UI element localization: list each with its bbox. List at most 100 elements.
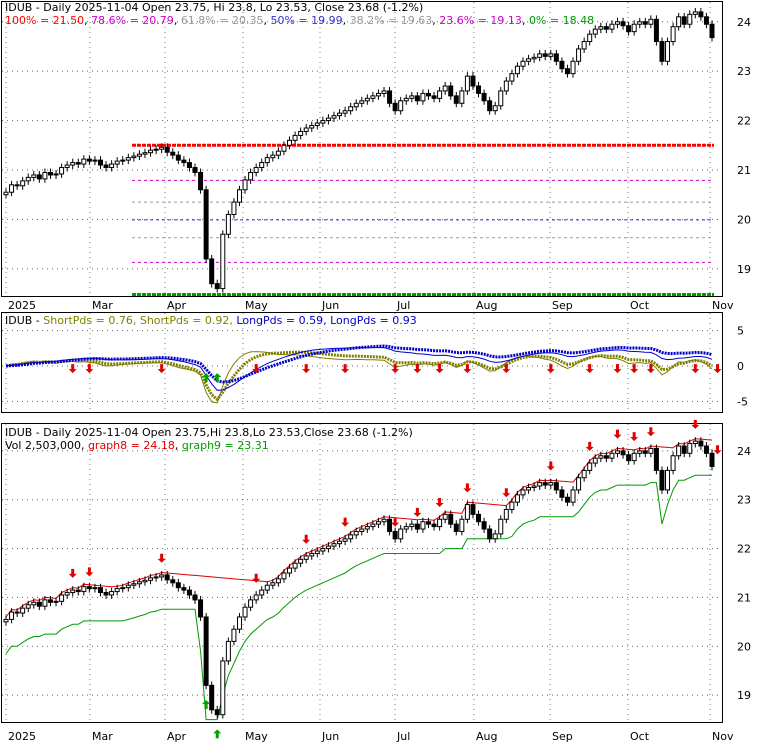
x-tick-label: Nov (712, 730, 734, 743)
buy-signal-arrow (202, 373, 211, 383)
sell-signal-arrow (613, 364, 622, 374)
price-candle (337, 112, 343, 117)
trend-candle (514, 494, 520, 503)
x-tick-label: May (245, 730, 268, 743)
trend-candle (231, 628, 237, 642)
price-tick-label: 21 (737, 164, 751, 177)
price-candle (409, 95, 415, 99)
trend-candle (498, 518, 504, 535)
trend-candle (3, 618, 9, 623)
trend-candle (620, 450, 626, 456)
trend-candle (159, 574, 165, 578)
shortpds-1-label: ShortPds = 0.76, (43, 314, 140, 327)
price-candle (548, 53, 554, 57)
trend-candle (64, 592, 70, 596)
longpds-1-label: LongPds = 0.59, (236, 314, 330, 327)
trend-candle (264, 584, 270, 591)
trend-candle (81, 586, 87, 593)
trend-candle (409, 523, 415, 528)
price-candle (170, 151, 176, 156)
price-candle (198, 171, 204, 191)
trend-candle (153, 576, 159, 579)
x-tick-label: Oct (630, 299, 650, 312)
price-candle (375, 92, 381, 97)
sell-signal-arrow (713, 364, 722, 374)
trend-candle (464, 504, 470, 520)
sell-signal-arrow (502, 488, 511, 498)
x-tick-label: 2025 (8, 730, 36, 743)
trend-candle (86, 586, 92, 590)
price-candle (676, 16, 682, 28)
price-candle (631, 23, 637, 33)
trend-tick-label: 22 (737, 543, 751, 556)
sell-signal-arrow (157, 364, 166, 374)
price-candle (203, 189, 209, 260)
trend-candle (36, 601, 42, 607)
price-tick-label: 20 (737, 213, 751, 226)
trend-candle (131, 583, 137, 586)
sell-signal-arrow (85, 567, 94, 577)
price-candle (609, 23, 615, 30)
price-candle (98, 159, 104, 166)
sell-signal-arrow (713, 445, 722, 455)
trend-candle (192, 594, 198, 601)
price-candle (459, 90, 465, 104)
price-candle (103, 164, 109, 169)
price-candle (331, 115, 337, 119)
trend-candle (453, 523, 459, 532)
price-candle (53, 173, 59, 176)
price-candle (42, 171, 48, 180)
price-candle (20, 180, 26, 187)
price-candle (153, 148, 159, 151)
trend-candle (14, 611, 20, 614)
price-candle (653, 18, 659, 43)
trend-candle (270, 582, 276, 586)
sell-signal-arrow (68, 568, 77, 578)
sell-signal-arrow (585, 364, 594, 374)
sell-signal-arrow (463, 364, 472, 374)
trend-candle (47, 599, 53, 603)
price-panel-title: IDUB - Daily 2025-11-04 Open 23.75, Hi 2… (5, 1, 423, 14)
x-axis-labels: 2025 2025 Mar Mar Apr Apr May May Jun Jun Jul Jul Au… (8, 299, 734, 743)
sell-signal-arrow (630, 432, 639, 442)
trend-candle (31, 601, 37, 606)
trend-candle (242, 606, 248, 618)
trend-candle (531, 485, 537, 489)
trend-candle (403, 526, 409, 530)
trend-candle (248, 599, 254, 608)
trend-candle (576, 477, 582, 491)
price-candle (453, 95, 459, 104)
trend-candle (214, 709, 220, 716)
trend-candle (425, 521, 431, 525)
x-tick-label: Jul (396, 299, 410, 312)
sell-signal-arrow (646, 364, 655, 374)
trend-candle (331, 543, 337, 547)
trend-candle (186, 589, 192, 596)
trend-candle (459, 518, 465, 532)
price-candle (159, 146, 165, 150)
trend-candle (581, 469, 587, 479)
trend-candle (281, 572, 287, 580)
trend-candle (325, 545, 331, 550)
oscillator-panel-frame (1, 312, 723, 413)
sell-signal-arrow (613, 429, 622, 439)
price-candle (14, 184, 20, 187)
trend-candle (448, 513, 454, 525)
price-candle (214, 283, 220, 290)
sep: , (84, 14, 91, 27)
price-candle (242, 179, 248, 191)
shortpds-2-label: ShortPds = 0.92, (140, 314, 237, 327)
sell-signal-arrow (252, 573, 261, 583)
price-candle (181, 159, 187, 164)
trend-candle (631, 452, 637, 462)
price-candle (131, 155, 137, 159)
trend-candle (587, 462, 593, 471)
sell-signal-arrow (391, 364, 400, 374)
price-candle (325, 117, 331, 122)
price-candle (509, 73, 515, 82)
trend-candle (681, 445, 687, 454)
trend-candle (170, 579, 176, 584)
price-candle (231, 201, 237, 215)
sell-signal-arrow (85, 364, 94, 374)
